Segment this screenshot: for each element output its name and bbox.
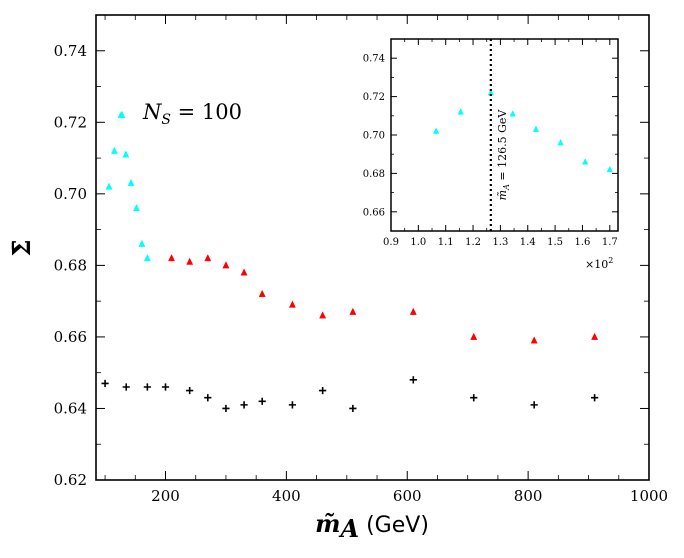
inset-vline-label-symbol: m̃ (496, 190, 509, 200)
inset-series-cyan-triangles (433, 88, 613, 173)
inset-data-point (532, 125, 540, 132)
inset-plot-frame (390, 38, 619, 232)
y-axis-label: Σ̄ (7, 240, 36, 257)
inset-data-point (557, 138, 564, 146)
main-data-point (409, 376, 417, 384)
inset-x-tick-label: 1.2 (465, 237, 481, 248)
main-data-point (319, 311, 327, 319)
inset-data-point (582, 158, 589, 165)
main-y-tick-label: 0.66 (54, 328, 87, 346)
main-x-tick-label: 200 (151, 487, 180, 505)
inset-x-tick-label: 1.7 (602, 237, 618, 248)
main-series-black-plus (101, 376, 599, 413)
main-data-point (288, 300, 296, 308)
inset-y-tick-label: 0.70 (363, 131, 385, 142)
main-data-point (168, 254, 176, 262)
main-x-tick-label: 600 (393, 487, 422, 505)
main-data-point (143, 383, 151, 391)
inset-x-tick-label: 1.4 (520, 237, 536, 248)
main-data-point (222, 404, 230, 413)
main-data-point (143, 254, 151, 262)
inset-x-multiplier-exponent: 2 (608, 256, 613, 265)
legend-label-symbol: N (142, 100, 162, 124)
inset-y-tick-label: 0.72 (363, 92, 385, 103)
inset-plot: 0.9 1.0 1.1 1.2 1.3 1.4 1.5 1.6 1.7 0.66 0.68 0.70 0… (363, 38, 619, 271)
main-data-point (530, 401, 538, 409)
main-y-tick-label: 0.74 (54, 42, 87, 60)
x-axis-label-symbol: m̃ (315, 509, 340, 538)
main-data-point (470, 332, 478, 340)
x-axis-label-subscript: A (338, 514, 359, 543)
inset-data-point (606, 165, 613, 173)
main-series-red-triangles (168, 254, 599, 344)
main-y-tick-label: 0.72 (54, 113, 87, 131)
legend-label: NS = 100 (142, 100, 242, 128)
main-data-point (204, 394, 212, 402)
main-data-point (591, 394, 599, 402)
main-data-point (258, 289, 266, 297)
inset-x-tick-label: 1.5 (547, 237, 563, 248)
legend-marker (118, 110, 126, 118)
legend-label-subscript: S (161, 112, 171, 128)
main-data-point (319, 386, 327, 395)
inset-y-tick-label: 0.74 (363, 54, 385, 65)
x-axis-label: m̃A (GeV) (315, 509, 429, 543)
inset-vline-label: m̃A = 126.5 GeV (496, 109, 511, 201)
inset-x-tick-label: 1.3 (492, 237, 508, 248)
main-data-point (186, 386, 194, 395)
main-y-tick-label: 0.68 (54, 256, 87, 274)
main-data-point (101, 379, 109, 388)
main-y-tick-label: 0.62 (54, 471, 87, 489)
main-x-tick-label: 400 (272, 487, 301, 505)
inset-vline-label-value: = 126.5 GeV (496, 109, 509, 184)
inset-y-tick-label: 0.68 (363, 169, 385, 180)
main-data-point (122, 383, 130, 391)
main-data-point (409, 307, 417, 315)
inset-x-tick-label: 1.6 (574, 237, 590, 248)
main-data-point (530, 336, 538, 344)
main-data-point (110, 146, 118, 154)
main-data-point (133, 203, 140, 212)
main-data-point (127, 178, 135, 187)
inset-x-multiplier: ×102 (585, 256, 613, 271)
main-y-tick-label: 0.70 (54, 185, 87, 203)
inset-x-multiplier-base: ×10 (585, 258, 608, 271)
main-data-point (138, 239, 146, 247)
inset-x-tick-label: 0.9 (383, 237, 399, 248)
main-data-point (204, 254, 212, 262)
legend-label-value: = 100 (171, 100, 242, 124)
inset-data-point (509, 110, 516, 117)
main-y-tick-label: 0.64 (54, 399, 87, 417)
inset-data-point (457, 108, 464, 115)
main-data-point (258, 397, 266, 405)
main-data-point (288, 401, 297, 409)
main-data-point (161, 383, 170, 391)
main-data-point (186, 257, 194, 265)
main-data-point (240, 268, 248, 276)
main-data-point (349, 307, 357, 315)
inset-x-tick-label: 1.1 (438, 237, 454, 248)
main-data-point (122, 150, 130, 158)
inset-data-point (433, 127, 440, 134)
x-axis-label-units: (GeV) (359, 513, 429, 538)
main-data-point (105, 182, 113, 190)
inset-vline-label-subscript: A (502, 184, 511, 191)
main-data-point (222, 261, 230, 269)
main-data-point (349, 404, 357, 413)
main-x-tick-label: 1000 (630, 487, 668, 505)
main-x-tick-label: 800 (514, 487, 543, 505)
inset-y-tick-label: 0.66 (363, 207, 385, 218)
inset-x-tick-label: 1.0 (410, 237, 426, 248)
main-data-point (470, 394, 478, 402)
main-data-point (591, 332, 599, 340)
main-data-point (240, 401, 248, 409)
